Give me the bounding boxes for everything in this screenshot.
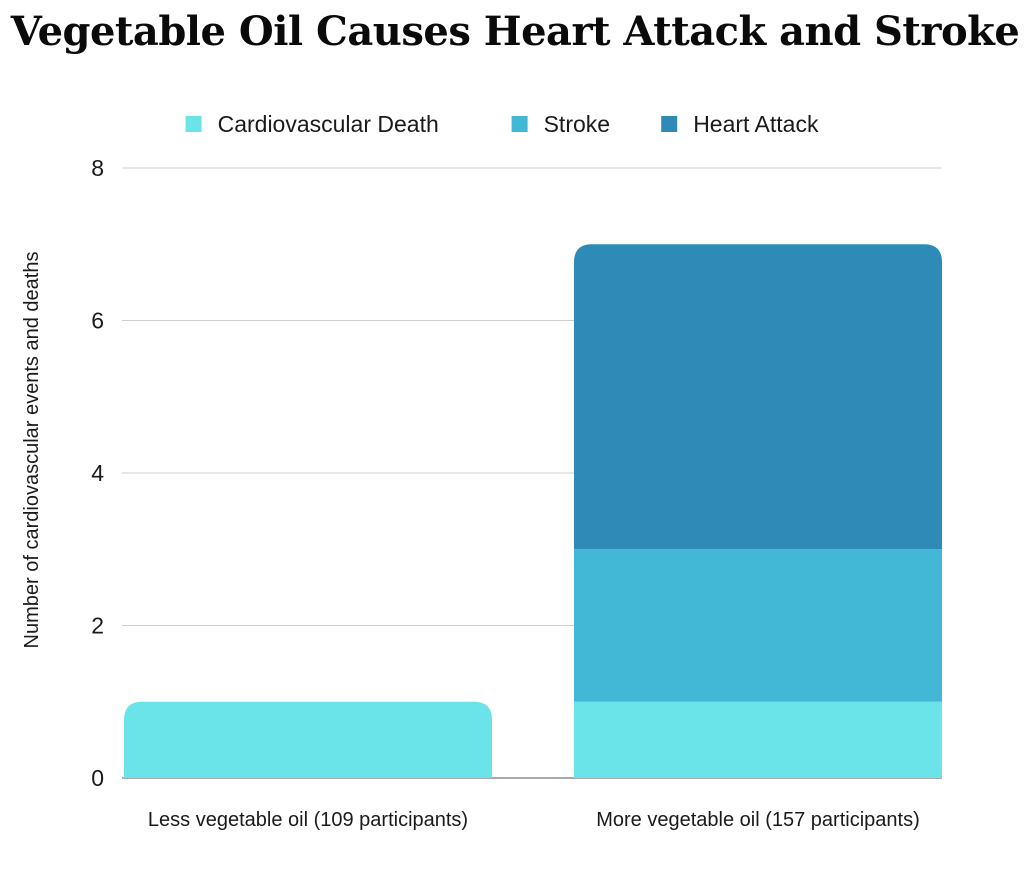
bar-segment-stroke [574, 549, 942, 702]
legend-label: Heart Attack [693, 111, 819, 137]
y-tick-label: 8 [91, 155, 104, 181]
bar-segment-cardiovascular-death [124, 701, 492, 778]
chart-title: Vegetable Oil Causes Heart Attack and St… [10, 8, 1020, 55]
y-axis-label: Number of cardiovascular events and deat… [21, 252, 43, 649]
bar-segment-heart-attack [574, 244, 942, 550]
legend-swatch [661, 116, 678, 132]
y-tick-label: 6 [91, 308, 104, 334]
x-category-label: More vegetable oil (157 participants) [596, 809, 920, 831]
y-tick-label: 2 [91, 613, 104, 639]
legend-label: Cardiovascular Death [218, 111, 439, 137]
y-tick-label: 4 [91, 460, 104, 486]
bar-segment-cardiovascular-death [574, 701, 942, 778]
legend-swatch [511, 116, 528, 132]
x-category-label: Less vegetable oil (109 participants) [148, 809, 468, 831]
legend-label: Stroke [544, 111, 610, 137]
legend-swatch [185, 116, 202, 132]
y-tick-label: 0 [91, 765, 104, 791]
